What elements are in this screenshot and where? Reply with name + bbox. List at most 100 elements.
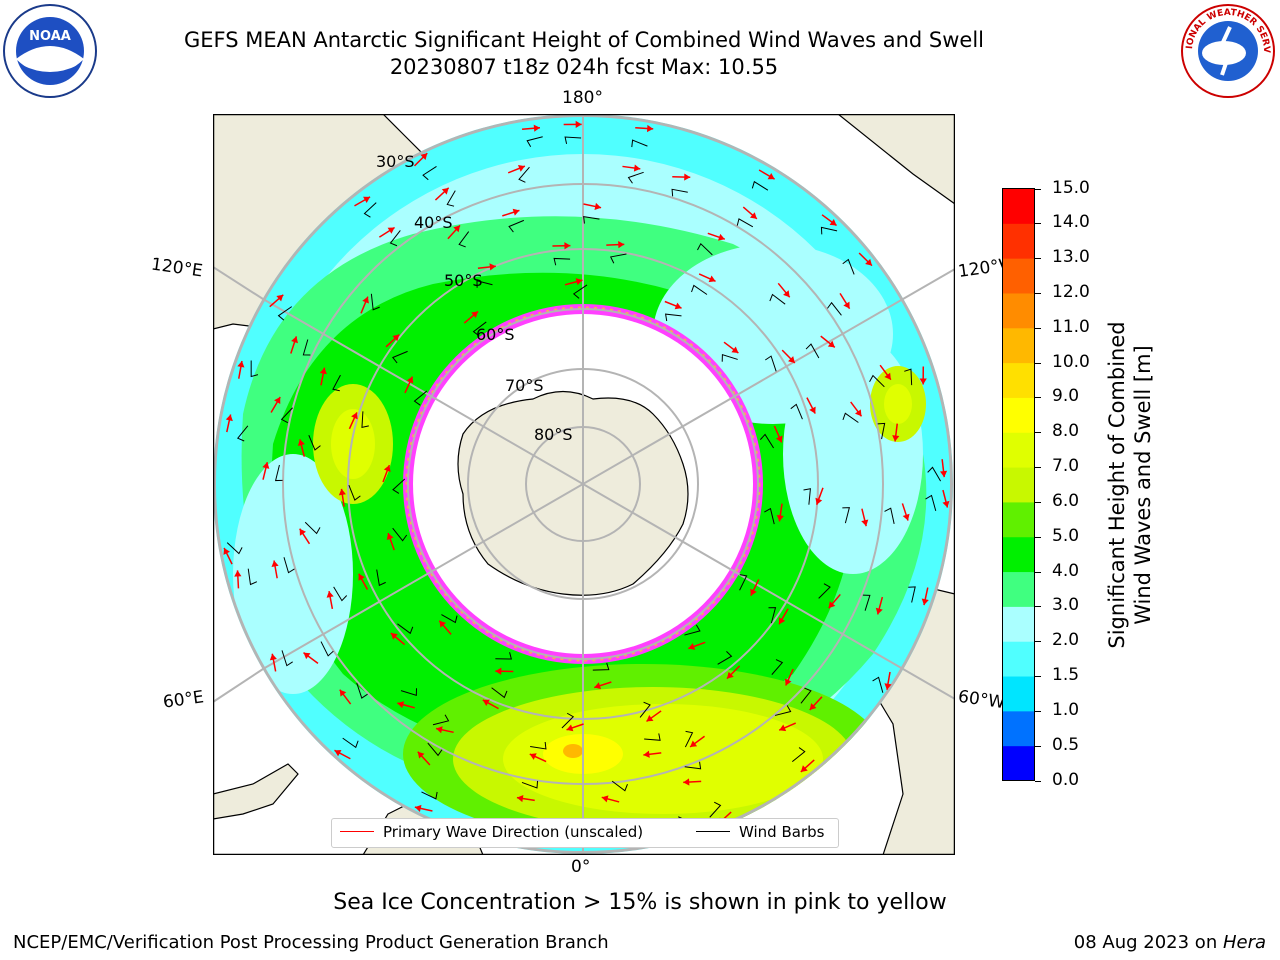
- wave-arrow-head: [776, 514, 784, 522]
- svg-text:NOAA: NOAA: [29, 29, 71, 44]
- wave-arrow-head: [225, 414, 233, 422]
- wave-arrow-head: [234, 570, 242, 577]
- wind-barb: [348, 485, 361, 501]
- colorbar-bin: [1002, 467, 1035, 503]
- colorbar-tick: [1035, 327, 1041, 329]
- barb-legend-label: Wind Barbs: [739, 823, 825, 841]
- lat-label-80s: 80°S: [534, 425, 573, 444]
- wave-arrow-head: [731, 346, 739, 354]
- colorbar-bin: [1002, 327, 1035, 364]
- wave-arrow-head: [778, 617, 786, 625]
- wind-barb: [370, 293, 380, 311]
- wind-barb: [476, 280, 493, 288]
- colorbar-bin: [1002, 676, 1035, 712]
- wind-barb: [583, 216, 600, 224]
- colorbar-tick: [1035, 536, 1041, 538]
- colorbar-tick: [1035, 745, 1041, 747]
- colorbar-tick: [1035, 606, 1041, 608]
- colorbar-bin: [1002, 397, 1035, 433]
- wind-barb: [827, 301, 842, 316]
- wave-arrow-head: [392, 334, 400, 342]
- lat-label-50s: 50°S: [444, 271, 483, 290]
- colorbar-tick: [1035, 292, 1041, 294]
- wave-arrow-head: [828, 601, 836, 609]
- wave-arrow-head: [276, 294, 284, 302]
- wind-barb: [803, 488, 811, 505]
- wave-arrow-head: [363, 196, 371, 203]
- wave-arrow-head: [512, 208, 520, 216]
- colorbar-bin: [1002, 745, 1035, 781]
- wave-arrow-head: [633, 164, 641, 172]
- colorbar-bin: [1002, 223, 1035, 259]
- wave-arrow-head: [529, 753, 537, 760]
- wave-arrow-head: [601, 795, 609, 803]
- wind-barb: [250, 360, 259, 378]
- chart-subtitle: 20230807 t18z 024h fcst Max: 10.55: [389, 55, 779, 79]
- wave-arrow-head: [351, 412, 358, 420]
- wave-arrow-head: [386, 533, 394, 541]
- wind-barb: [805, 343, 820, 359]
- colorbar-tick-label: 6.0: [1052, 490, 1080, 511]
- wind-barb: [611, 780, 628, 792]
- wind-barb: [413, 390, 428, 406]
- wind-barb: [691, 284, 708, 295]
- wind-barb: [280, 407, 293, 424]
- wind-barb: [304, 521, 321, 535]
- wind-barb: [736, 218, 754, 228]
- wave-arrow-head: [489, 263, 496, 271]
- colorbar-tick-label: 3.0: [1052, 595, 1080, 616]
- lat-label-70s: 70°S: [505, 376, 544, 395]
- colorbar-tick-label: 14.0: [1052, 212, 1090, 233]
- wave-arrow-head: [647, 124, 654, 133]
- wind-barb: [226, 542, 243, 555]
- wave-arrow-head: [674, 302, 682, 310]
- lat-label-40s: 40°S: [414, 213, 453, 232]
- colorbar-tick-label: 11.0: [1052, 316, 1090, 337]
- wind-barb: [872, 676, 884, 693]
- wind-barb: [236, 425, 249, 442]
- wind-barb: [342, 737, 359, 749]
- antarctica-land: [457, 390, 689, 596]
- wind-barb: [422, 166, 437, 181]
- wave-arrow-head: [575, 278, 583, 286]
- wave-arrow-head: [297, 439, 305, 446]
- lon-label-0: 0°: [571, 857, 591, 877]
- wind-barb: [572, 284, 588, 299]
- colorbar-bin: [1002, 258, 1035, 294]
- wind-barb: [884, 507, 895, 524]
- lat-label-30s: 30°S: [376, 152, 415, 171]
- wind-barb: [717, 650, 733, 665]
- wind-barb: [842, 507, 850, 524]
- wave-arrow-head: [271, 560, 279, 568]
- wave-arrow-head: [809, 703, 817, 710]
- wave-arrow-head: [517, 165, 525, 172]
- colorbar-tick-label: 10.0: [1052, 351, 1090, 372]
- wind-barb: [842, 258, 855, 275]
- wave-arrow-head: [334, 749, 342, 757]
- wave-arrow-head: [775, 435, 783, 443]
- wave-arrow-head: [269, 653, 277, 661]
- wave-arrow-head: [919, 378, 927, 385]
- wave-arrow-head: [843, 301, 850, 309]
- wind-barb: [769, 293, 786, 305]
- colorbar-bin: [1002, 432, 1035, 468]
- wind-barb: [765, 355, 777, 372]
- wave-arrow-head: [575, 120, 582, 129]
- wave-arrow-head: [274, 396, 281, 404]
- wind-barb: [389, 230, 401, 247]
- wind-barb: [564, 136, 582, 144]
- wave-arrow-head: [892, 435, 900, 442]
- wind-barb: [862, 594, 871, 611]
- wave-arrow-head: [338, 488, 346, 496]
- wave-arrow-head: [516, 794, 524, 803]
- colorbar-bin: [1002, 501, 1035, 538]
- wind-barb: [521, 780, 539, 789]
- wind-barb: [684, 730, 694, 748]
- chart-title: GEFS MEAN Antarctic Significant Height o…: [183, 28, 985, 52]
- wind-barb: [820, 226, 838, 235]
- colorbar-tick: [1035, 710, 1041, 712]
- colorbar-tick: [1035, 432, 1041, 434]
- wave-arrow-head: [688, 643, 696, 650]
- wind-barb: [790, 403, 803, 420]
- colorbar-tick-label: 1.0: [1052, 699, 1080, 720]
